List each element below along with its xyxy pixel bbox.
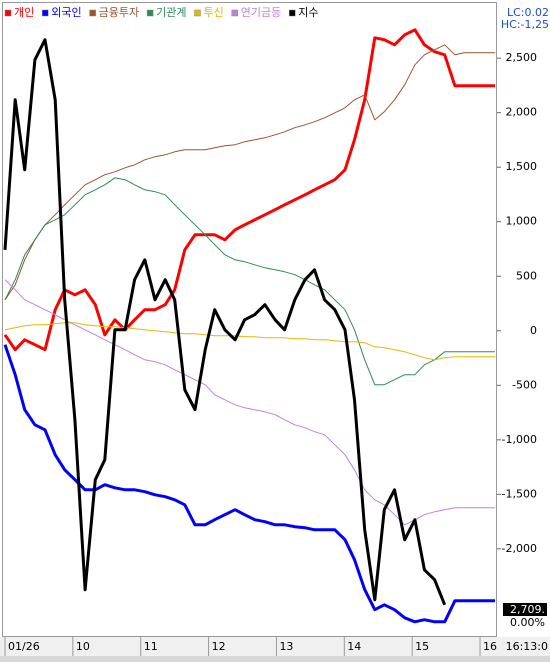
- y-tick-label: 500: [516, 269, 537, 282]
- legend-label: 금융투자: [99, 6, 139, 19]
- legend-swatch: [194, 9, 201, 17]
- y-tick-label: -1,000: [502, 433, 537, 446]
- y-tick-label: 0: [530, 324, 537, 337]
- legend-swatch: [146, 9, 154, 17]
- legend-swatch: [4, 9, 12, 17]
- series-line: [4, 44, 495, 301]
- series-line: [3, 344, 495, 624]
- plot-frame: [2, 2, 497, 637]
- x-tick-label: 16: [483, 640, 497, 653]
- y-tick-label: 1,000: [506, 215, 538, 228]
- last-index-label: 2,709.: [510, 603, 545, 616]
- legend-swatch: [89, 9, 96, 17]
- y-tick-label: -2,000: [502, 542, 537, 555]
- x-tick-label: 12: [212, 640, 226, 653]
- y-tick-label: 1,500: [506, 160, 538, 173]
- x-tick-label: 15: [415, 640, 429, 653]
- lc-label: LC:0.02: [507, 6, 549, 19]
- legend-label: 지수: [298, 6, 318, 19]
- hc-label: HC:-1,25: [501, 18, 549, 31]
- series-line: [3, 28, 495, 352]
- y-tick-label: -1,500: [502, 487, 537, 500]
- change-label: 0.00%: [510, 616, 545, 629]
- x-tick-label: 01/26: [8, 640, 40, 653]
- series-line: [3, 38, 447, 606]
- time-label: 16:13:0: [506, 640, 548, 653]
- y-tick-label: -500: [512, 378, 537, 391]
- legend-label: 기관계: [156, 6, 186, 19]
- legend-label: 투신: [203, 6, 223, 19]
- x-tick-label: 11: [144, 640, 158, 653]
- series-line: [4, 177, 495, 386]
- x-tick-label: 14: [347, 640, 361, 653]
- series-line: [4, 322, 495, 361]
- legend-label: 외국인: [51, 6, 81, 19]
- y-tick-label: 2,000: [506, 106, 538, 119]
- legend-swatch: [42, 9, 49, 17]
- legend-swatch: [288, 9, 296, 17]
- scroll-bar: [0, 656, 550, 662]
- x-tick-label: 13: [279, 640, 293, 653]
- legend-label: 연기금등: [241, 6, 281, 19]
- last-index-box: [503, 603, 547, 616]
- y-tick-label: 2,500: [506, 51, 538, 64]
- x-tick-label: 10: [76, 640, 90, 653]
- legend-swatch: [231, 9, 238, 17]
- legend-label: 개인: [14, 6, 34, 19]
